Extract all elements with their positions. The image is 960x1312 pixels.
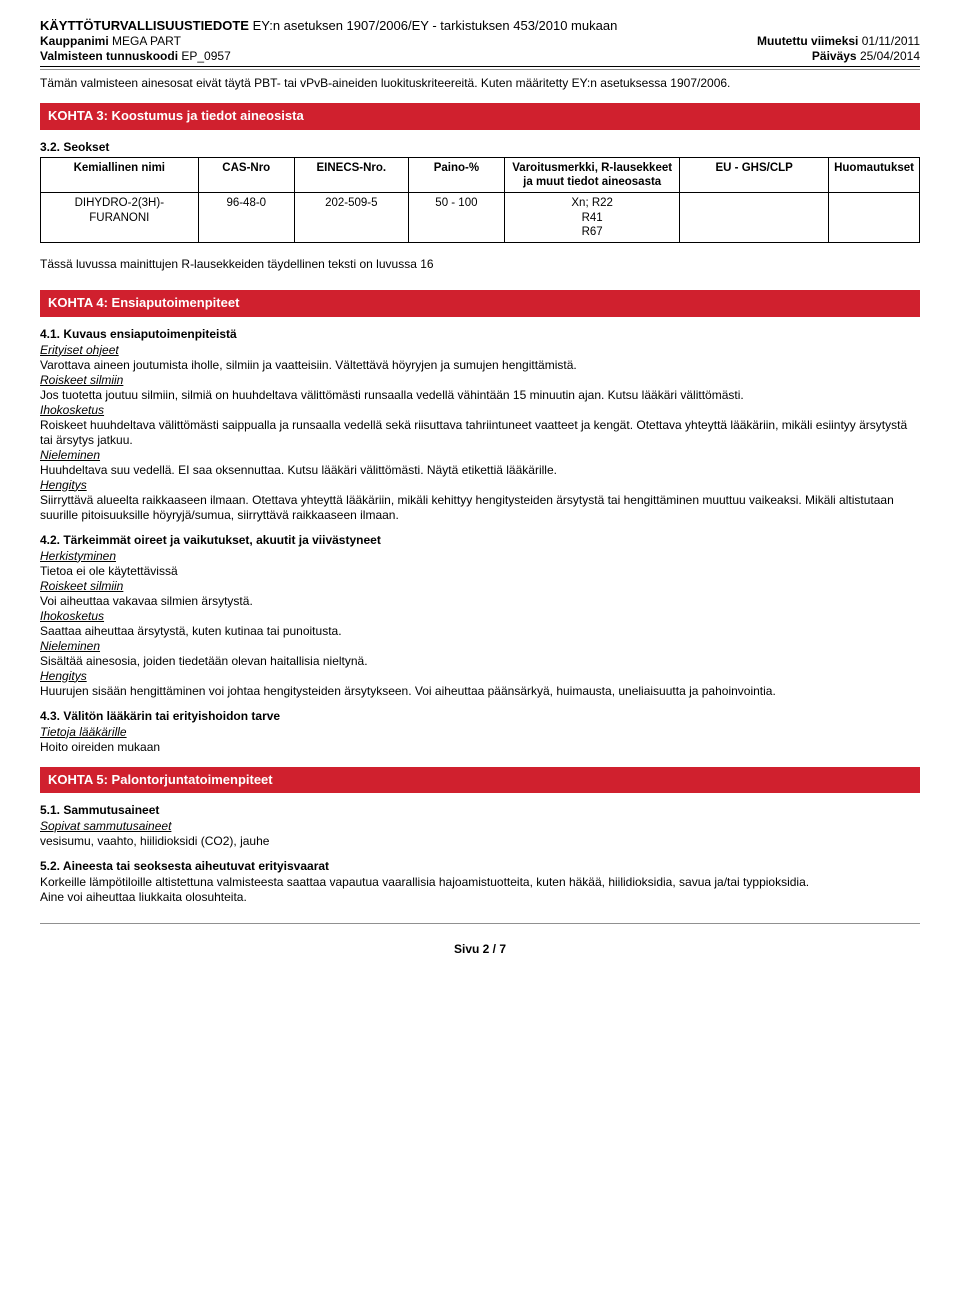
s42-text-sens: Tietoa ei ole käytettävissä [40, 564, 920, 579]
s42-text-eyes: Voi aiheuttaa vakavaa silmien ärsytystä. [40, 594, 920, 609]
s41-heading: 4.1. Kuvaus ensiaputoimenpiteistä [40, 327, 920, 342]
cell-hazard: Xn; R22 R41 R67 [505, 193, 680, 243]
s43-text-doctor: Hoito oireiden mukaan [40, 740, 920, 755]
doc-title-rest: EY:n asetuksen 1907/2006/EY - tarkistuks… [249, 18, 617, 33]
cell-notes [829, 193, 920, 243]
cell-ghs [680, 193, 829, 243]
cell-name: DIHYDRO-2(3H)-FURANONI [41, 193, 199, 243]
s41-text-special: Varottava aineen joutumista iholle, silm… [40, 358, 920, 373]
s43-label-doctor: Tietoja lääkärille [40, 725, 920, 740]
s52-heading: 5.2. Aineesta tai seoksesta aiheutuvat e… [40, 859, 920, 874]
s41-text-skin: Roiskeet huuhdeltava välittömästi saippu… [40, 418, 920, 448]
doc-header-row3: Valmisteen tunnuskoodi EP_0957 Päiväys 2… [40, 49, 920, 64]
s42-label-sens: Herkistyminen [40, 549, 920, 564]
col-hazard: Varoitusmerkki, R-lausekkeet ja muut tie… [505, 157, 680, 193]
s42-label-ingestion: Nieleminen [40, 639, 920, 654]
s41-text-inhalation: Siirryttävä alueelta raikkaaseen ilmaan.… [40, 493, 920, 523]
section3-title: KOHTA 3: Koostumus ja tiedot aineosista [40, 103, 920, 129]
header-rule [40, 66, 920, 67]
s52-text1: Korkeille lämpötiloille altistettuna val… [40, 875, 920, 890]
s42-label-eyes: Roiskeet silmiin [40, 579, 920, 594]
col-notes: Huomautukset [829, 157, 920, 193]
cell-weight: 50 - 100 [408, 193, 504, 243]
col-ghs: EU - GHS/CLP [680, 157, 829, 193]
trade-name-value: MEGA PART [112, 34, 181, 48]
s41-text-ingestion: Huuhdeltava suu vedellä. EI saa oksennut… [40, 463, 920, 478]
cell-einecs: 202-509-5 [294, 193, 408, 243]
doc-title-line: KÄYTTÖTURVALLISUUSTIEDOTE EY:n asetuksen… [40, 18, 920, 34]
section4-title: KOHTA 4: Ensiaputoimenpiteet [40, 290, 920, 316]
section3-footnote: Tässä luvussa mainittujen R-lausekkeiden… [40, 257, 920, 272]
section5-title: KOHTA 5: Palontorjuntatoimenpiteet [40, 767, 920, 793]
revised-label: Muutettu viimeksi [757, 34, 862, 48]
s41-text-eyes: Jos tuotetta joutuu silmiin, silmiä on h… [40, 388, 920, 403]
s41-label-special: Erityiset ohjeet [40, 343, 920, 358]
section3-sub: 3.2. Seokset [40, 140, 920, 155]
s51-text-media: vesisumu, vaahto, hiilidioksidi (CO2), j… [40, 834, 920, 849]
date-label: Päiväys [812, 49, 860, 63]
intro-paragraph: Tämän valmisteen ainesosat eivät täytä P… [40, 76, 920, 91]
composition-table: Kemiallinen nimi CAS-Nro EINECS-Nro. Pai… [40, 157, 920, 244]
date-value: 25/04/2014 [860, 49, 920, 63]
s41-label-ingestion: Nieleminen [40, 448, 920, 463]
s42-label-skin: Ihokosketus [40, 609, 920, 624]
s41-label-eyes: Roiskeet silmiin [40, 373, 920, 388]
product-code-value: EP_0957 [181, 49, 230, 63]
table-header-row: Kemiallinen nimi CAS-Nro EINECS-Nro. Pai… [41, 157, 920, 193]
col-einecs: EINECS-Nro. [294, 157, 408, 193]
s42-text-ingestion: Sisältää ainesosia, joiden tiedetään ole… [40, 654, 920, 669]
s42-text-inhalation: Huurujen sisään hengittäminen voi johtaa… [40, 684, 920, 699]
col-chemical-name: Kemiallinen nimi [41, 157, 199, 193]
doc-header-row2: Kauppanimi MEGA PART Muutettu viimeksi 0… [40, 34, 920, 49]
s42-label-inhalation: Hengitys [40, 669, 920, 684]
s42-heading: 4.2. Tärkeimmät oireet ja vaikutukset, a… [40, 533, 920, 548]
doc-title-prefix: KÄYTTÖTURVALLISUUSTIEDOTE [40, 18, 249, 33]
s42-text-skin: Saattaa aiheuttaa ärsytystä, kuten kutin… [40, 624, 920, 639]
s51-label-media: Sopivat sammutusaineet [40, 819, 920, 834]
page-footer: Sivu 2 / 7 [40, 938, 920, 957]
table-row: DIHYDRO-2(3H)-FURANONI 96-48-0 202-509-5… [41, 193, 920, 243]
s41-label-skin: Ihokosketus [40, 403, 920, 418]
s51-heading: 5.1. Sammutusaineet [40, 803, 920, 818]
s43-heading: 4.3. Välitön lääkärin tai erityishoidon … [40, 709, 920, 724]
s52-text2: Aine voi aiheuttaa liukkaita olosuhteita… [40, 890, 920, 905]
doc-header: KÄYTTÖTURVALLISUUSTIEDOTE EY:n asetuksen… [40, 18, 920, 64]
col-cas: CAS-Nro [198, 157, 294, 193]
col-weight: Paino-% [408, 157, 504, 193]
s41-label-inhalation: Hengitys [40, 478, 920, 493]
footer-rule [40, 923, 920, 924]
trade-name-label: Kauppanimi [40, 34, 112, 48]
product-code-label: Valmisteen tunnuskoodi [40, 49, 181, 63]
cell-cas: 96-48-0 [198, 193, 294, 243]
revised-value: 01/11/2011 [862, 34, 920, 48]
header-subrule [40, 69, 920, 70]
